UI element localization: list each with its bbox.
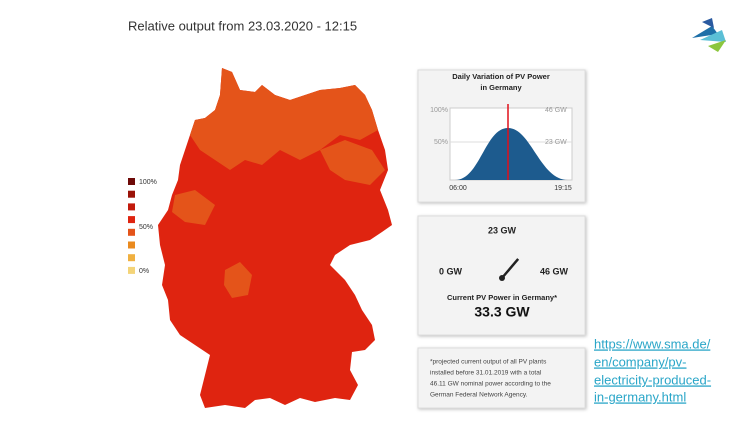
y-tick-label: 50% — [434, 139, 448, 146]
legend-label: 50% — [139, 224, 153, 231]
x-tick-label: 06:00 — [449, 185, 467, 192]
gauge-top-label: 23 GW — [488, 225, 517, 235]
gauge-needle — [501, 258, 520, 279]
y2-tick-label: 46 GW — [545, 107, 567, 114]
link-line[interactable]: electricity-produced- — [594, 372, 711, 387]
legend-label: 100% — [139, 179, 157, 186]
legend-swatch — [128, 203, 135, 211]
gauge-min-label: 0 GW — [439, 266, 463, 276]
logo — [692, 18, 726, 52]
panel-title: in Germany — [480, 83, 522, 92]
link-line[interactable]: en/company/pv- — [594, 354, 687, 369]
map — [158, 68, 392, 408]
footnote-line: 46.11 GW nominal power according to the — [430, 381, 551, 388]
link-line[interactable]: https://www.sma.de/ — [594, 336, 711, 351]
footnote-line: *projected current output of all PV plan… — [430, 359, 547, 366]
gauge-hub — [499, 275, 505, 281]
y-tick-label: 100% — [430, 107, 448, 114]
footnote-line: German Federal Network Agency. — [430, 392, 528, 399]
legend-swatch — [128, 190, 135, 198]
footnote-line: installed before 31.01.2019 with a total — [430, 370, 542, 377]
legend-swatch — [128, 216, 135, 224]
link-line[interactable]: in-germany.html — [594, 389, 686, 404]
legend-swatch — [128, 178, 135, 185]
legend-swatch — [128, 266, 135, 274]
footnote-panel: *projected current output of all PV plan… — [417, 347, 586, 409]
gauge-panel: 23 GW 0 GW 46 GW Current PV Power in Ger… — [417, 215, 586, 336]
legend-swatch — [128, 241, 135, 249]
y2-tick-label: 23 GW — [545, 139, 567, 146]
legend: 100% 50% 0% — [128, 178, 157, 275]
page-title: Relative output from 23.03.2020 - 12:15 — [128, 18, 357, 33]
legend-label: 0% — [139, 268, 149, 275]
daily-panel: Daily Variation of PV Power in Germany 1… — [417, 69, 586, 203]
gauge-max-label: 46 GW — [540, 266, 569, 276]
link[interactable]: https://www.sma.de/ en/company/pv- elect… — [594, 336, 711, 404]
legend-swatch — [128, 228, 135, 236]
panel-title: Daily Variation of PV Power — [452, 72, 550, 81]
gauge-caption: Current PV Power in Germany* — [447, 293, 557, 302]
gauge-value: 33.3 GW — [474, 304, 530, 320]
legend-swatch — [128, 254, 135, 262]
x-tick-label: 19:15 — [554, 185, 572, 192]
